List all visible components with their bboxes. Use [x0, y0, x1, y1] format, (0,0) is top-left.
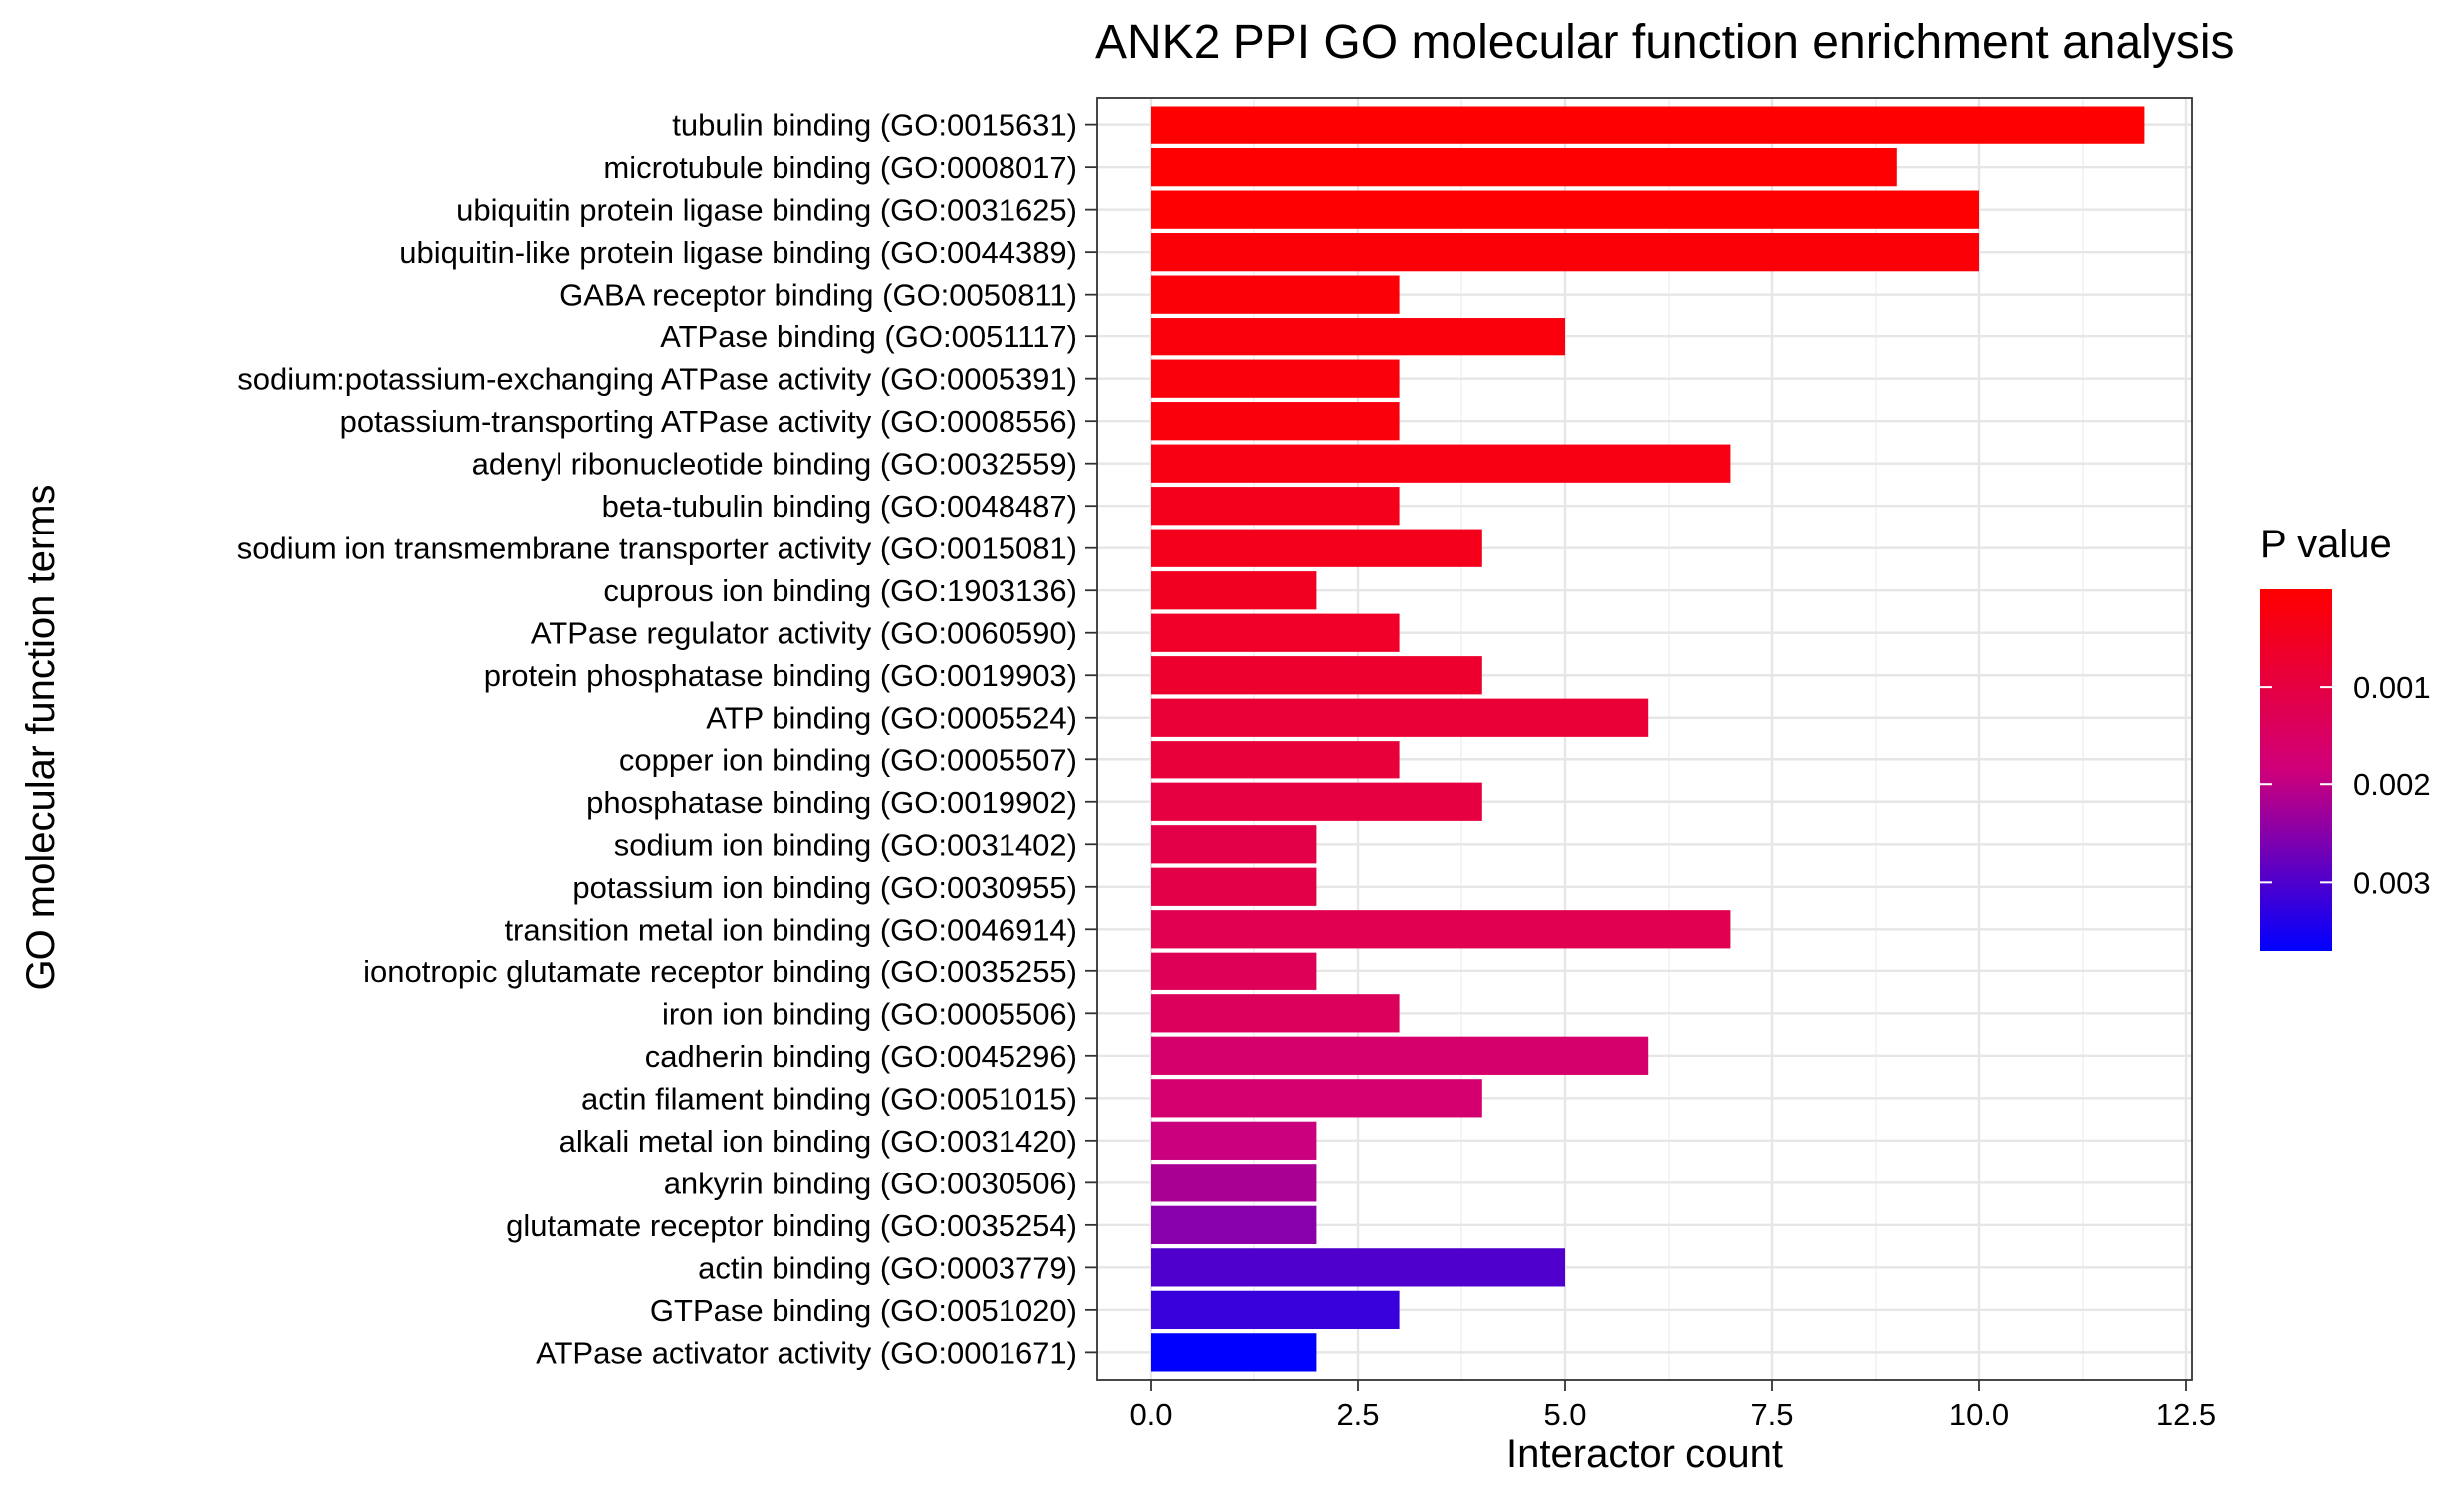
category-label: ionotropic glutamate receptor binding (G…: [363, 955, 1077, 989]
x-tick-label: 10.0: [1949, 1397, 2009, 1432]
bar: [1151, 190, 1979, 229]
bar: [1151, 402, 1400, 441]
category-label: ubiquitin-like protein ligase binding (G…: [399, 235, 1077, 270]
category-label: alkali metal ion binding (GO:0031420): [560, 1124, 1077, 1159]
category-labels: tubulin binding (GO:0015631) microtubule …: [237, 108, 1097, 1370]
category-label: tubulin binding (GO:0015631): [672, 108, 1077, 143]
category-label: ATPase regulator activity (GO:0060590): [531, 616, 1077, 651]
grid-lines: [1097, 98, 2192, 1380]
bar: [1151, 106, 2145, 144]
bar: [1151, 1248, 1565, 1287]
category-label: iron ion binding (GO:0005506): [662, 996, 1077, 1031]
category-label: ubiquitin protein ligase binding (GO:003…: [456, 193, 1077, 228]
category-label: beta-tubulin binding (GO:0048487): [602, 489, 1077, 524]
bar: [1151, 1036, 1649, 1075]
bar: [1151, 782, 1482, 821]
category-label: ankyrin binding (GO:0030506): [664, 1166, 1077, 1200]
bar: [1151, 148, 1897, 187]
category-label: ATP binding (GO:0005524): [706, 701, 1077, 736]
category-label: cadherin binding (GO:0045296): [645, 1039, 1077, 1074]
bar: [1151, 1205, 1317, 1244]
bar: [1151, 1164, 1317, 1202]
bar: [1151, 1333, 1317, 1372]
bar: [1151, 318, 1565, 356]
category-label: sodium:potassium-exchanging ATPase activ…: [237, 362, 1077, 397]
x-tick-label: 2.5: [1336, 1397, 1379, 1432]
x-axis-ticks: 0.0 2.5 5.0 7.5 10.0 12.5: [1129, 1380, 2216, 1432]
category-label: GTPase binding (GO:0051020): [650, 1293, 1077, 1328]
category-label: glutamate receptor binding (GO:0035254): [506, 1208, 1077, 1243]
bar: [1151, 613, 1400, 652]
category-label: adenyl ribonucleotide binding (GO:003255…: [472, 447, 1077, 482]
bar: [1151, 487, 1400, 526]
legend-colorbar: [2260, 589, 2332, 951]
x-tick-label: 7.5: [1750, 1397, 1793, 1432]
category-label: sodium ion transmembrane transporter act…: [237, 532, 1077, 566]
bar: [1151, 444, 1731, 483]
category-label: actin filament binding (GO:0051015): [581, 1081, 1077, 1116]
chart-title: ANK2 PPI GO molecular function enrichmen…: [1095, 16, 2235, 69]
y-axis-title: GO molecular function terms: [19, 484, 63, 990]
legend-tick-label: 0.001: [2353, 670, 2431, 705]
legend-tick-label: 0.002: [2353, 767, 2431, 802]
bar: [1151, 529, 1482, 567]
bar: [1151, 698, 1649, 737]
x-tick-label: 0.0: [1129, 1397, 1172, 1432]
legend: P value 0.001 0.002 0.003: [2260, 523, 2431, 951]
bar: [1151, 656, 1482, 695]
bars: [1151, 106, 2145, 1372]
category-label: transition metal ion binding (GO:0046914…: [504, 912, 1077, 947]
x-axis-title: Interactor count: [1506, 1432, 1783, 1476]
category-label: potassium ion binding (GO:0030955): [572, 870, 1077, 905]
bar: [1151, 1079, 1482, 1118]
bar: [1151, 867, 1317, 906]
category-label: copper ion binding (GO:0005507): [619, 743, 1077, 777]
bar: [1151, 994, 1400, 1033]
bar: [1151, 741, 1400, 779]
x-tick-label: 5.0: [1543, 1397, 1586, 1432]
bar: [1151, 359, 1400, 398]
category-label: ATPase activator activity (GO:0001671): [536, 1335, 1077, 1370]
category-label: microtubule binding (GO:0008017): [603, 150, 1077, 185]
category-label: protein phosphatase binding (GO:0019903): [484, 658, 1077, 693]
plot-border: [1096, 97, 2193, 1381]
category-label: sodium ion binding (GO:0031402): [614, 827, 1077, 862]
category-label: GABA receptor binding (GO:0050811): [560, 278, 1077, 313]
bar: [1151, 910, 1731, 949]
bar: [1151, 1121, 1317, 1160]
category-label: phosphatase binding (GO:0019902): [586, 785, 1077, 820]
category-label: ATPase binding (GO:0051117): [660, 320, 1077, 354]
bar: [1151, 952, 1317, 990]
legend-tick-label: 0.003: [2353, 865, 2431, 900]
category-label: actin binding (GO:0003779): [698, 1250, 1077, 1285]
bar: [1151, 571, 1317, 610]
bar: [1151, 233, 1979, 272]
x-tick-label: 12.5: [2156, 1397, 2216, 1432]
bar: [1151, 1290, 1400, 1329]
category-label: cuprous ion binding (GO:1903136): [603, 573, 1077, 608]
bar: [1151, 275, 1400, 314]
legend-title: P value: [2260, 523, 2392, 566]
bar: [1151, 825, 1317, 864]
legend-ticks: 0.001 0.002 0.003: [2260, 670, 2431, 900]
category-label: potassium-transporting ATPase activity (…: [340, 404, 1077, 439]
